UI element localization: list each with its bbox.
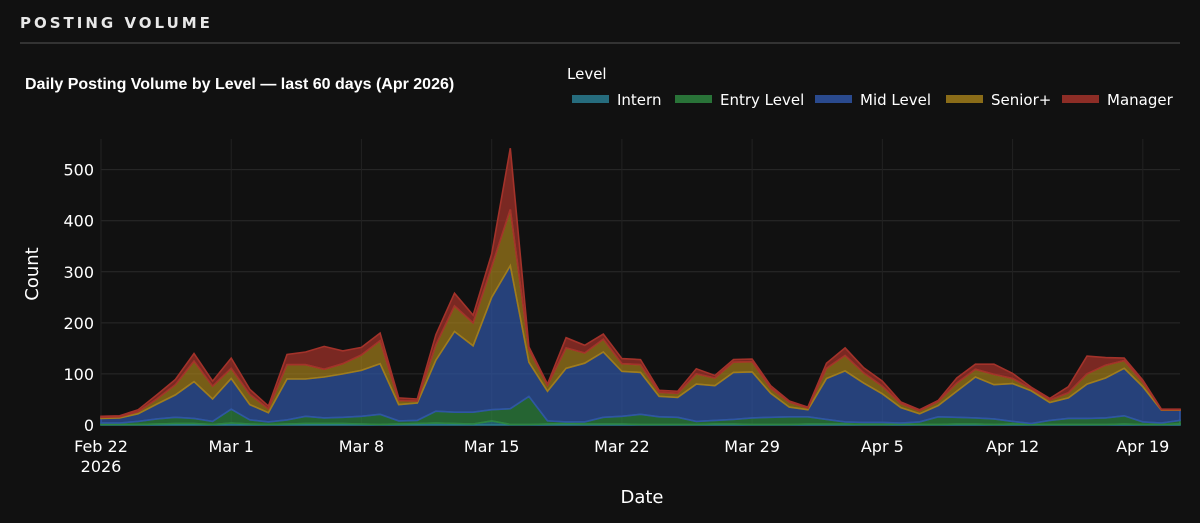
legend-swatch-manager xyxy=(1062,95,1099,103)
x-tick-label: Mar 8 xyxy=(339,437,384,456)
y-axis-label: Count xyxy=(22,247,43,300)
legend-swatch-intern xyxy=(572,95,609,103)
x-tick-label: Mar 15 xyxy=(464,437,520,456)
legend: Level Intern Entry Level Mid Level Senior+ M… xyxy=(567,65,1174,109)
chart-title: Daily Posting Volume by Level — last 60 … xyxy=(25,76,455,93)
legend-swatch-mid-level xyxy=(815,95,852,103)
y-tick-label: 400 xyxy=(63,212,94,231)
legend-label-senior-: Senior+ xyxy=(991,91,1051,109)
x-tick-label: Mar 29 xyxy=(724,437,780,456)
x-tick-label: Feb 22 xyxy=(74,437,128,456)
x-tick-label: Mar 22 xyxy=(594,437,650,456)
legend-swatch-senior- xyxy=(946,95,983,103)
y-tick-label: 200 xyxy=(63,314,94,333)
y-tick-label: 500 xyxy=(63,161,94,180)
legend-label-entry-level: Entry Level xyxy=(720,91,804,109)
y-tick-label: 0 xyxy=(84,416,94,435)
area-mid-level xyxy=(100,263,1181,425)
x-tick-label: Apr 12 xyxy=(986,437,1039,456)
y-tick-label: 100 xyxy=(63,365,94,384)
legend-label-mid-level: Mid Level xyxy=(860,91,931,109)
y-tick-label: 300 xyxy=(63,263,94,282)
area-manager xyxy=(100,148,1181,419)
x-tick-label: Apr 5 xyxy=(861,437,904,456)
legend-title: Level xyxy=(567,65,607,83)
x-tick-sublabel: 2026 xyxy=(81,457,122,476)
section-title: POSTING VOLUME xyxy=(20,14,213,32)
section-header: POSTING VOLUME xyxy=(20,8,1180,44)
legend-swatch-entry-level xyxy=(675,95,712,103)
legend-label-intern: Intern xyxy=(617,91,661,109)
x-axis-label: Date xyxy=(620,487,663,508)
legend-label-manager: Manager xyxy=(1107,91,1174,109)
x-tick-label: Mar 1 xyxy=(208,437,253,456)
y-axis: 0 100 200 300 400 500 xyxy=(63,161,94,435)
area-series-group xyxy=(100,148,1181,426)
x-tick-label: Apr 19 xyxy=(1116,437,1169,456)
